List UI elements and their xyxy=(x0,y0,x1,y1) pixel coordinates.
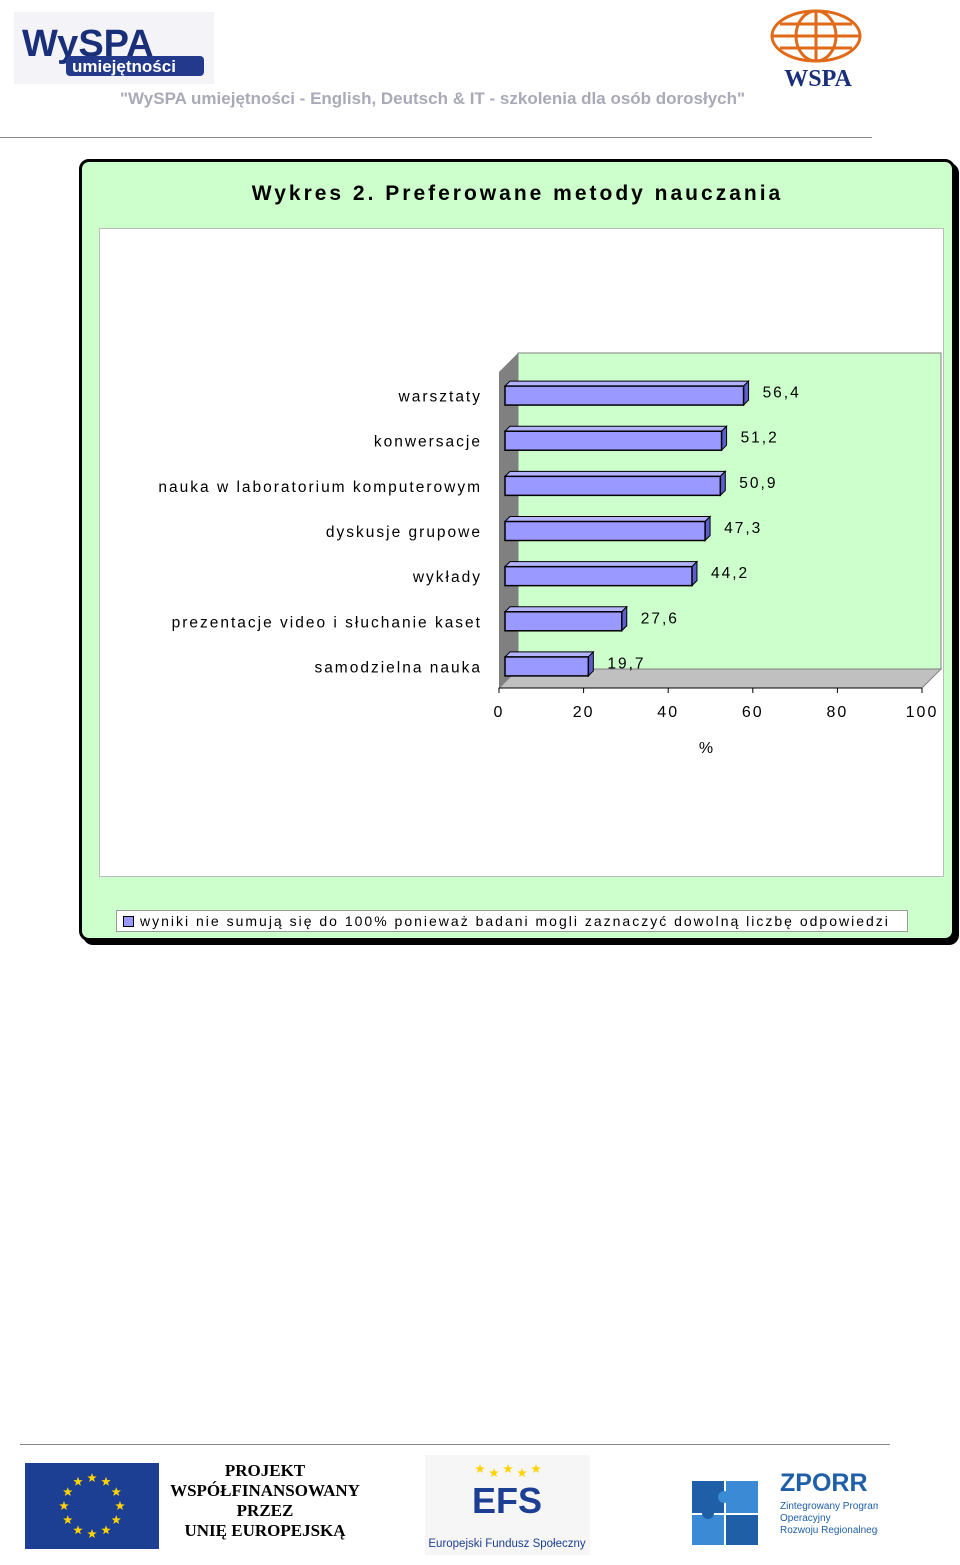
footer-divider xyxy=(20,1444,890,1445)
eu-star-icon xyxy=(63,1515,73,1524)
zporr-title: ZPORR xyxy=(780,1469,868,1497)
value-label-6: 19,7 xyxy=(607,655,645,672)
efs-star-icon xyxy=(531,1464,541,1473)
zporr-line-1: Zintegrowany Program xyxy=(780,1501,878,1512)
footer-project-line-1: PROJEKT xyxy=(224,1461,306,1480)
footer-project-line-3: PRZEZ xyxy=(236,1501,294,1520)
puzzle-icon xyxy=(692,1481,758,1545)
eu-star-icon xyxy=(87,1529,97,1538)
x-tick-label-4: 80 xyxy=(827,704,849,721)
zporr-line-2: Operacyjny xyxy=(780,1513,831,1524)
zporr-logo: ZPORR Zintegrowany Program Operacyjny Ro… xyxy=(692,1469,878,1545)
wyspa-umiejetnosci-logo: WySPA umiejętności xyxy=(14,12,214,84)
eu-star-icon xyxy=(63,1487,73,1496)
eu-star-icon xyxy=(115,1501,125,1510)
logo-umiejetnosci-text: umiejętności xyxy=(72,57,176,76)
eu-star-icon xyxy=(73,1525,83,1535)
bar-chart: warsztaty 56,4 konwersacje 51,2 nauka w labo… xyxy=(158,352,943,757)
category-label-3: dyskusje grupowe xyxy=(326,524,482,541)
efs-title: EFS xyxy=(472,1480,542,1521)
bar-side-0 xyxy=(743,379,750,407)
footer-project-text: PROJEKT WSPÓŁFINANSOWANY PRZEZ UNIĘ EURO… xyxy=(160,1461,370,1541)
eu-star-icon xyxy=(59,1501,69,1510)
efs-star-icon xyxy=(489,1468,499,1477)
value-label-3: 47,3 xyxy=(724,520,762,537)
value-label-2: 50,9 xyxy=(739,475,777,492)
value-label-4: 44,2 xyxy=(711,565,749,582)
x-tick-label-2: 40 xyxy=(657,704,679,721)
value-label-1: 51,2 xyxy=(741,430,779,447)
category-label-2: nauka w laboratorium komputerowym xyxy=(158,479,482,496)
bar-5 xyxy=(504,611,623,632)
efs-star-icon xyxy=(503,1464,513,1473)
efs-star-icon xyxy=(517,1468,527,1477)
eu-star-icon xyxy=(87,1473,97,1482)
x-tick-label-1: 20 xyxy=(573,704,595,721)
category-label-1: konwersacje xyxy=(374,434,482,451)
x-tick-label-5: 100 xyxy=(906,704,939,721)
bar-0 xyxy=(504,385,745,406)
chart-legend: wyniki nie sumują się do 100% ponieważ b… xyxy=(116,910,908,932)
bar-6 xyxy=(504,656,590,677)
category-label-5: prezentacje video i słuchanie kaset xyxy=(172,614,482,631)
eu-flag-logo xyxy=(25,1463,159,1549)
bar-1 xyxy=(504,430,723,451)
eu-star-icon xyxy=(73,1476,83,1486)
value-label-5: 27,6 xyxy=(641,610,679,627)
bar-3 xyxy=(504,520,706,542)
x-tick-label-3: 60 xyxy=(742,704,764,721)
footer-project-line-4: UNIĘ EUROPEJSKĄ xyxy=(184,1521,346,1540)
eu-star-icon xyxy=(111,1487,121,1496)
eu-star-icon xyxy=(101,1476,111,1486)
category-label-0: warsztaty xyxy=(398,389,482,406)
category-label-4: wykłady xyxy=(412,569,482,586)
value-label-0: 56,4 xyxy=(763,385,801,402)
eu-star-icon xyxy=(111,1515,121,1524)
bar-4 xyxy=(504,565,693,587)
legend-swatch xyxy=(123,916,134,927)
x-axis-title: % xyxy=(699,740,713,757)
header-divider xyxy=(0,137,872,138)
x-tick-label-0: 0 xyxy=(494,704,505,721)
efs-logo: EFS Europejski Fundusz Społeczny xyxy=(425,1455,590,1555)
bar-2 xyxy=(504,475,722,497)
chart-title: Wykres 2. Preferowane metody nauczania xyxy=(251,182,784,205)
wspa-globe-logo: WSPA xyxy=(770,9,862,92)
efs-caption: Europejski Fundusz Społeczny xyxy=(428,1538,585,1550)
zporr-line-3: Rozwoju Regionalnego xyxy=(780,1525,878,1536)
efs-star-icon xyxy=(475,1464,485,1473)
footer-project-line-2: WSPÓŁFINANSOWANY xyxy=(170,1481,360,1500)
category-label-6: samodzielna nauka xyxy=(314,659,482,676)
eu-star-icon xyxy=(101,1525,111,1535)
header-tagline: "WySPA umiejętności - English, Deutsch &… xyxy=(120,89,746,108)
legend-text: wyniki nie sumują się do 100% ponieważ b… xyxy=(140,913,890,929)
logo-wspa-text: WSPA xyxy=(784,66,852,92)
